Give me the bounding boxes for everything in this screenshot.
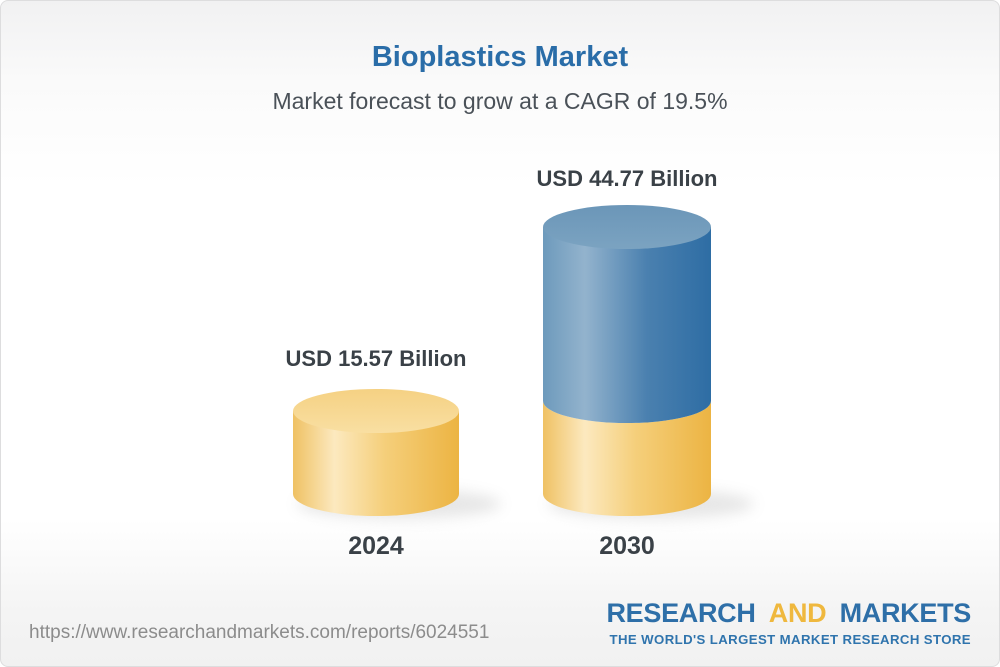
logo-wordmark: RESEARCH AND MARKETS <box>606 600 971 627</box>
bar-2030-base-segment <box>543 401 711 516</box>
logo-tagline: THE WORLD'S LARGEST MARKET RESEARCH STOR… <box>609 632 971 647</box>
category-label-2030: 2030 <box>599 532 655 560</box>
logo-word-markets: MARKETS <box>839 598 972 628</box>
bar-2024-top-face <box>293 389 459 433</box>
report-url: https://www.researchandmarkets.com/repor… <box>29 622 490 643</box>
value-label-2030: USD 44.77 Billion <box>536 166 718 191</box>
value-label-2024: USD 15.57 Billion <box>285 346 467 371</box>
chart-title: Bioplastics Market <box>371 41 629 73</box>
logo-word-research: RESEARCH <box>606 598 756 628</box>
category-label-2024: 2024 <box>348 532 404 560</box>
logo-word-and: AND <box>768 598 827 628</box>
bar-2030-top-face <box>543 205 711 249</box>
chart-subtitle: Market forecast to grow at a CAGR of 19.… <box>272 88 728 114</box>
bar-2024-body <box>293 411 459 516</box>
research-and-markets-logo: RESEARCH AND MARKETS THE WORLD'S LARGEST… <box>606 600 971 647</box>
bar-2030-blue-segment <box>543 227 711 423</box>
